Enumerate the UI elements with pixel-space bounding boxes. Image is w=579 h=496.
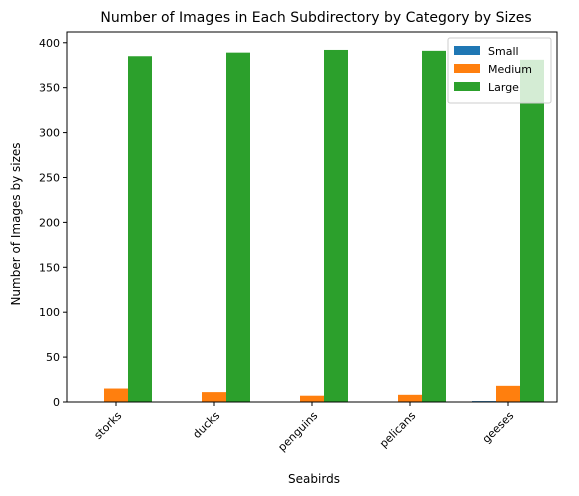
- x-tick-label: geeses: [480, 409, 517, 446]
- legend-swatch-small: [454, 46, 480, 55]
- bar-medium-geeses: [496, 385, 520, 402]
- bar-medium-ducks: [202, 392, 226, 402]
- bar-medium-penguins: [300, 395, 324, 402]
- bar-large-storks: [128, 56, 152, 403]
- bar-large-pelicans: [422, 50, 446, 402]
- y-tick-label: 50: [46, 351, 60, 364]
- bar-medium-storks: [104, 388, 128, 402]
- legend-label-medium: Medium: [488, 63, 532, 76]
- legend-label-large: Large: [488, 81, 519, 94]
- x-tick-label: penguins: [275, 409, 320, 454]
- y-tick-label: 350: [39, 82, 60, 95]
- bar-large-ducks: [226, 52, 250, 403]
- y-axis-label: Number of Images by sizes: [9, 142, 23, 305]
- legend-swatch-medium: [454, 64, 480, 73]
- bar-large-penguins: [324, 49, 348, 402]
- legend-label-small: Small: [488, 45, 519, 58]
- y-tick-label: 100: [39, 306, 60, 319]
- x-axis-label: Seabirds: [288, 472, 340, 486]
- x-tick-label: ducks: [190, 409, 222, 441]
- chart-title: Number of Images in Each Subdirectory by…: [100, 10, 531, 26]
- y-tick-label: 400: [39, 37, 60, 50]
- y-tick-label: 0: [53, 396, 60, 409]
- x-tick-label: pelicans: [377, 409, 418, 450]
- y-tick-label: 200: [39, 216, 60, 229]
- legend-swatch-large: [454, 82, 480, 91]
- y-tick-label: 300: [39, 127, 60, 140]
- plot-area: 0 50 100 150 200 250 300 350 400 storks ducks pengu…: [39, 31, 558, 454]
- x-tick-label: storks: [92, 409, 125, 442]
- y-tick-label: 150: [39, 261, 60, 274]
- y-tick-label: 250: [39, 171, 60, 184]
- bar-medium-pelicans: [398, 394, 422, 402]
- bar-large-geeses: [520, 59, 544, 402]
